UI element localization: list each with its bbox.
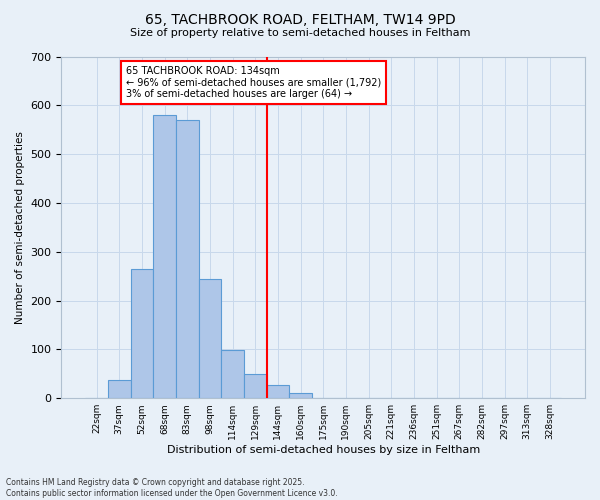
Y-axis label: Number of semi-detached properties: Number of semi-detached properties <box>15 131 25 324</box>
Bar <box>176 120 199 398</box>
Bar <box>244 374 266 398</box>
Bar <box>289 394 312 398</box>
Bar <box>221 350 244 398</box>
Bar <box>266 384 289 398</box>
Text: 65, TACHBROOK ROAD, FELTHAM, TW14 9PD: 65, TACHBROOK ROAD, FELTHAM, TW14 9PD <box>145 12 455 26</box>
Bar <box>108 380 131 398</box>
Text: Contains HM Land Registry data © Crown copyright and database right 2025.
Contai: Contains HM Land Registry data © Crown c… <box>6 478 338 498</box>
X-axis label: Distribution of semi-detached houses by size in Feltham: Distribution of semi-detached houses by … <box>167 445 480 455</box>
Text: 65 TACHBROOK ROAD: 134sqm
← 96% of semi-detached houses are smaller (1,792)
3% o: 65 TACHBROOK ROAD: 134sqm ← 96% of semi-… <box>126 66 381 100</box>
Bar <box>199 278 221 398</box>
Text: Size of property relative to semi-detached houses in Feltham: Size of property relative to semi-detach… <box>130 28 470 38</box>
Bar <box>131 269 153 398</box>
Bar <box>153 115 176 398</box>
